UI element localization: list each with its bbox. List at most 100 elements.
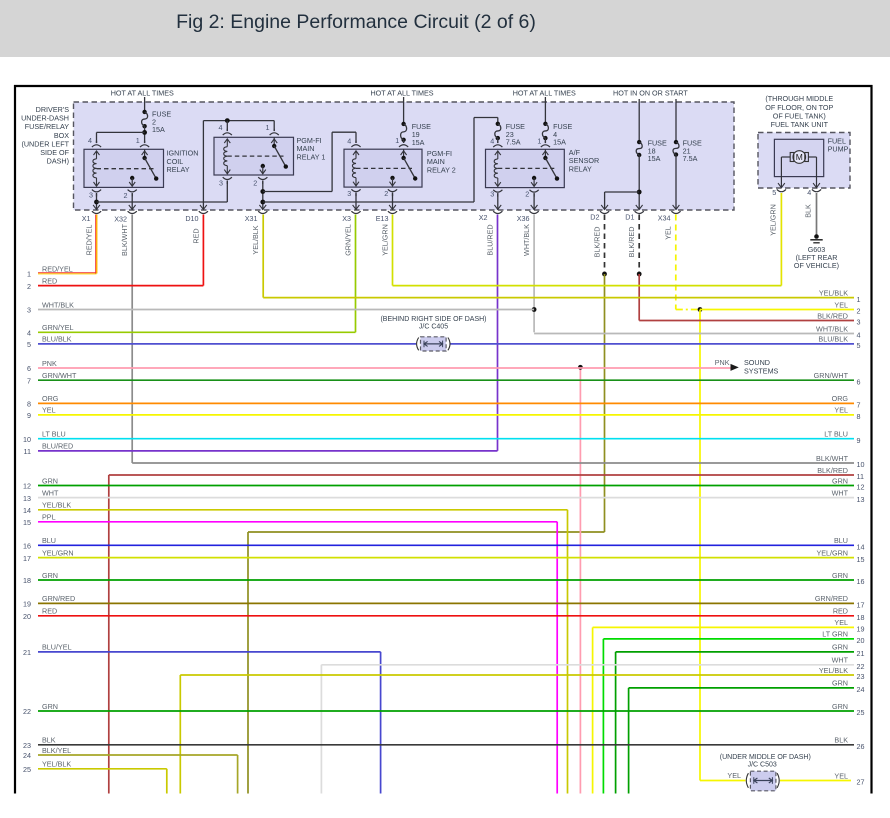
- svg-text:YEL: YEL: [727, 771, 741, 780]
- svg-text:13: 13: [23, 494, 31, 503]
- svg-text:21: 21: [683, 146, 691, 155]
- svg-text:UNDER-DASH: UNDER-DASH: [21, 114, 69, 123]
- svg-text:RED: RED: [42, 607, 57, 616]
- svg-text:YEL: YEL: [834, 406, 848, 415]
- svg-text:BLU/BLK: BLU/BLK: [42, 335, 72, 344]
- svg-text:3: 3: [347, 189, 351, 198]
- svg-text:GRN/RED: GRN/RED: [42, 594, 75, 603]
- svg-text:PGM-FI: PGM-FI: [297, 136, 322, 145]
- svg-text:25: 25: [857, 708, 865, 717]
- svg-text:FUSE: FUSE: [412, 122, 431, 131]
- svg-text:WHT: WHT: [42, 488, 59, 497]
- svg-text:HOT AT ALL TIMES: HOT AT ALL TIMES: [513, 89, 576, 98]
- svg-text:BLK/WHT: BLK/WHT: [120, 223, 129, 256]
- svg-text:12: 12: [857, 483, 865, 492]
- svg-text:15A: 15A: [152, 125, 165, 134]
- svg-text:M: M: [796, 152, 803, 162]
- svg-text:YEL/BLK: YEL/BLK: [819, 666, 848, 675]
- svg-text:YEL/BLK: YEL/BLK: [819, 288, 848, 297]
- svg-text:GRN: GRN: [42, 476, 58, 485]
- svg-text:2: 2: [525, 189, 529, 198]
- svg-text:BLK/RED: BLK/RED: [592, 227, 601, 258]
- svg-text:GRN: GRN: [832, 571, 848, 580]
- svg-text:19: 19: [412, 130, 420, 139]
- svg-text:PNK: PNK: [42, 359, 57, 368]
- svg-text:25: 25: [23, 765, 31, 774]
- svg-text:BLU/RED: BLU/RED: [485, 224, 494, 255]
- svg-text:26: 26: [857, 742, 865, 751]
- svg-text:IGNITION: IGNITION: [167, 149, 199, 158]
- svg-text:FUSE: FUSE: [553, 122, 572, 131]
- svg-text:9: 9: [27, 411, 31, 420]
- svg-text:PUMP: PUMP: [828, 145, 849, 154]
- svg-text:LT BLU: LT BLU: [824, 430, 848, 439]
- svg-text:24: 24: [857, 685, 865, 694]
- svg-text:7: 7: [27, 376, 31, 385]
- svg-text:X32: X32: [114, 214, 127, 223]
- svg-text:G603: G603: [808, 245, 826, 254]
- svg-text:3: 3: [490, 189, 494, 198]
- svg-text:SOUND: SOUND: [744, 358, 770, 367]
- svg-text:GRN: GRN: [42, 702, 58, 711]
- svg-text:HOT AT ALL TIMES: HOT AT ALL TIMES: [111, 89, 174, 98]
- svg-text:YEL: YEL: [834, 618, 848, 627]
- svg-text:8: 8: [27, 400, 31, 409]
- svg-text:11: 11: [24, 447, 31, 456]
- svg-text:GRN: GRN: [832, 679, 848, 688]
- svg-text:GRN/WHT: GRN/WHT: [814, 371, 849, 380]
- svg-text:4: 4: [553, 130, 557, 139]
- svg-text:13: 13: [857, 495, 865, 504]
- svg-text:MAIN: MAIN: [297, 144, 315, 153]
- svg-text:BLK/RED: BLK/RED: [817, 466, 848, 475]
- svg-text:4: 4: [807, 188, 811, 197]
- svg-text:18: 18: [648, 146, 656, 155]
- svg-text:X3: X3: [342, 214, 351, 223]
- svg-text:8: 8: [857, 412, 861, 421]
- svg-text:ORG: ORG: [832, 394, 849, 403]
- svg-text:OF FLOOR, ON TOP: OF FLOOR, ON TOP: [765, 103, 833, 112]
- svg-text:2: 2: [152, 117, 156, 126]
- svg-text:X31: X31: [245, 214, 258, 223]
- svg-text:6: 6: [857, 377, 861, 386]
- svg-text:BLU/RED: BLU/RED: [42, 442, 73, 451]
- svg-text:BLK: BLK: [803, 204, 812, 218]
- svg-text:5: 5: [772, 188, 776, 197]
- svg-text:GRN: GRN: [832, 476, 848, 485]
- svg-text:15A: 15A: [648, 154, 661, 163]
- svg-text:X2: X2: [479, 213, 488, 222]
- svg-text:4: 4: [27, 329, 31, 338]
- svg-text:YEL/GRN: YEL/GRN: [380, 224, 389, 256]
- svg-text:BLU/BLK: BLU/BLK: [818, 335, 848, 344]
- svg-text:14: 14: [857, 543, 865, 552]
- svg-text:16: 16: [857, 577, 865, 586]
- svg-text:19: 19: [23, 600, 31, 609]
- svg-text:BLU: BLU: [42, 536, 56, 545]
- svg-text:6: 6: [27, 364, 31, 373]
- svg-text:BOX: BOX: [54, 131, 69, 140]
- svg-text:HOT IN ON OR START: HOT IN ON OR START: [613, 89, 688, 98]
- svg-text:RELAY: RELAY: [167, 165, 190, 174]
- svg-text:WHT/BLK: WHT/BLK: [816, 324, 848, 333]
- svg-text:X34: X34: [658, 213, 671, 222]
- svg-text:(THROUGH MIDDLE: (THROUGH MIDDLE: [765, 94, 833, 103]
- svg-text:3: 3: [27, 306, 31, 315]
- svg-text:4: 4: [490, 136, 494, 145]
- svg-text:DASH): DASH): [47, 157, 69, 166]
- svg-text:9: 9: [857, 436, 861, 445]
- svg-text:FUSE: FUSE: [506, 122, 525, 131]
- svg-text:20: 20: [23, 612, 31, 621]
- svg-text:15A: 15A: [412, 138, 425, 147]
- svg-text:GRN/WHT: GRN/WHT: [42, 371, 77, 380]
- svg-text:BLK: BLK: [42, 736, 56, 745]
- svg-text:14: 14: [23, 506, 31, 515]
- svg-text:FUSE/RELAY: FUSE/RELAY: [25, 122, 69, 131]
- svg-text:GRN: GRN: [832, 643, 848, 652]
- svg-text:YEL/BLK: YEL/BLK: [42, 501, 71, 510]
- svg-text:MAIN: MAIN: [427, 157, 445, 166]
- svg-text:D10: D10: [185, 214, 198, 223]
- svg-text:RELAY: RELAY: [569, 164, 592, 173]
- svg-text:FUEL TANK UNIT: FUEL TANK UNIT: [771, 120, 829, 129]
- svg-text:24: 24: [23, 751, 31, 760]
- svg-text:BLK/RED: BLK/RED: [817, 311, 848, 320]
- svg-text:2: 2: [857, 307, 861, 316]
